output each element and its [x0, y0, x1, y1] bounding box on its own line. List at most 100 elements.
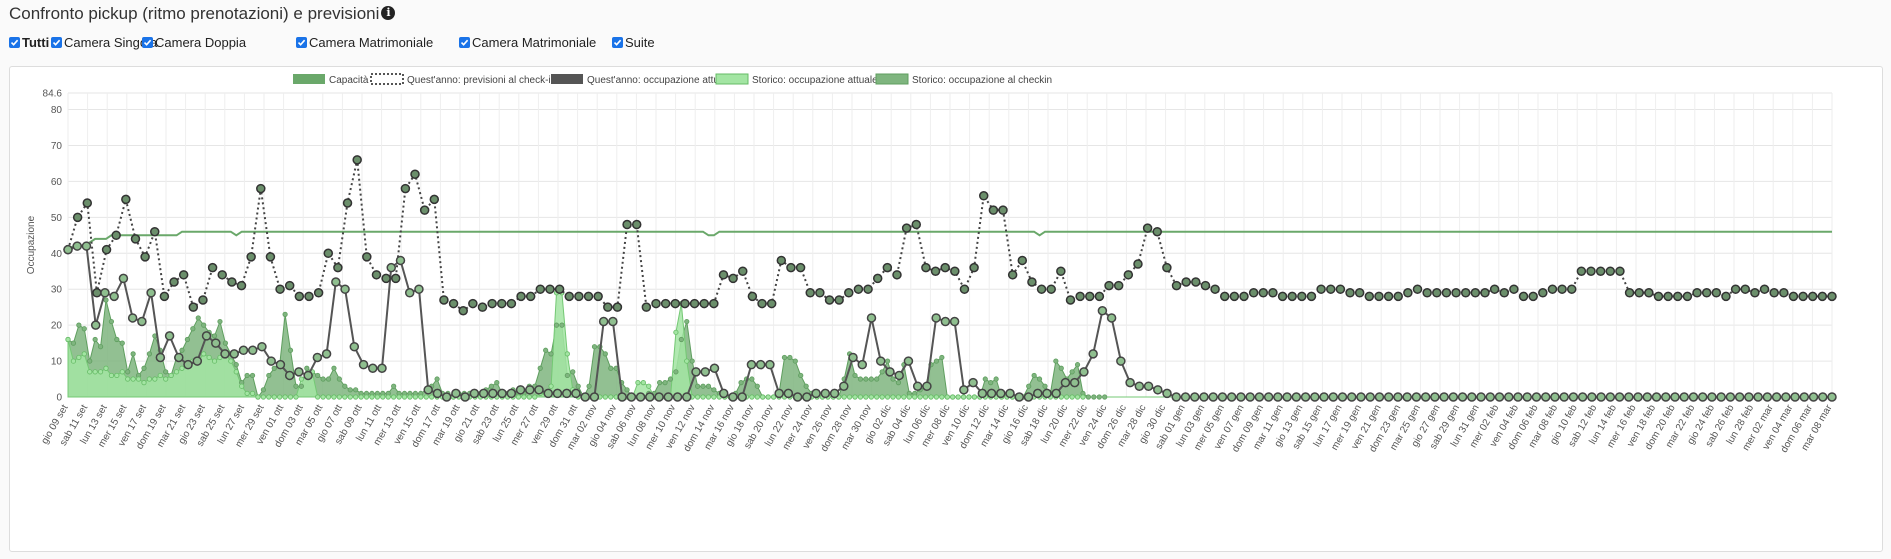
storico-attuale-point — [857, 394, 864, 400]
filter-camera-doppia[interactable]: Camera Doppia — [142, 35, 246, 50]
previsioni-point — [959, 284, 970, 294]
occupazione-point — [654, 392, 664, 402]
occupazione-point — [875, 356, 886, 366]
occupazione-point — [340, 284, 350, 294]
occupazione-point — [931, 313, 941, 323]
storico-attuale-point — [884, 394, 891, 400]
occupazione-point — [377, 363, 387, 374]
filter-camera-matrimoniale-2[interactable]: Camera Matrimoniale — [459, 35, 596, 50]
previsioni-point — [969, 262, 979, 273]
previsioni-point — [574, 291, 584, 302]
storico-checkin-point — [586, 383, 592, 389]
occupazione-point — [1587, 392, 1597, 402]
occupazione-point — [72, 241, 82, 251]
checkbox-suite[interactable] — [612, 37, 623, 48]
previsioni-point — [1740, 284, 1750, 294]
occupazione-point — [1180, 392, 1191, 402]
occupazione-point — [358, 359, 369, 370]
occupazione-point — [608, 316, 618, 327]
occupazione-point — [1023, 392, 1034, 402]
filter-suite[interactable]: Suite — [612, 35, 655, 50]
storico-checkin-point — [391, 383, 397, 389]
occupazione-point — [1199, 392, 1209, 402]
storico-checkin-point — [249, 372, 256, 379]
storico-attuale-point — [81, 351, 87, 357]
storico-attuale-point — [342, 394, 348, 400]
storico-checkin-point — [70, 340, 77, 346]
checkbox-camera-doppia[interactable] — [142, 37, 153, 48]
occupazione-point — [1263, 392, 1274, 402]
storico-checkin-point — [553, 322, 560, 328]
legend-label: Quest'anno: previsioni al check-in — [407, 75, 556, 86]
occupazione-point — [1032, 388, 1043, 399]
storico-attuale-point — [646, 383, 652, 389]
occupazione-point — [1790, 392, 1800, 402]
info-icon[interactable]: i — [381, 6, 396, 20]
occupazione-point — [894, 370, 904, 381]
previsioni-point — [1673, 291, 1683, 302]
storico-attuale-point — [76, 354, 82, 361]
previsioni-point — [535, 284, 546, 294]
storico-attuale-point — [135, 376, 142, 382]
storico-checkin-point — [97, 344, 104, 350]
previsioni-point — [371, 270, 382, 280]
previsioni-point — [1807, 291, 1818, 302]
previsioni-point — [294, 291, 305, 302]
occupazione-point — [1697, 392, 1708, 402]
storico-checkin-point — [130, 351, 136, 357]
storico-attuale-point — [770, 394, 777, 400]
storico-checkin-point — [125, 369, 131, 375]
occupazione-point — [192, 356, 203, 366]
checkbox-camera-singola[interactable] — [51, 37, 62, 48]
previsioni-point — [1528, 291, 1538, 302]
storico-checkin-point — [1026, 383, 1032, 389]
occupazione-point — [1171, 392, 1182, 402]
checkbox-camera-matrimoniale-2[interactable] — [459, 37, 470, 48]
checkbox-camera-matrimoniale-1[interactable] — [296, 37, 307, 48]
previsioni-point — [1287, 291, 1297, 302]
storico-attuale-point — [146, 376, 153, 382]
filter-tutti[interactable]: Tutti — [9, 35, 49, 50]
occupazione-point — [1300, 392, 1311, 402]
filter-camera-singola[interactable]: Camera Singola — [51, 35, 157, 50]
filter-camera-matrimoniale-1[interactable]: Camera Matrimoniale — [296, 35, 433, 50]
previsioni-point — [1663, 291, 1673, 302]
storico-checkin-point — [798, 372, 804, 379]
storico-attuale-point — [211, 358, 218, 364]
storico-checkin-point — [119, 340, 125, 346]
previsioni-point — [1653, 291, 1664, 302]
occupazione-point — [238, 345, 249, 356]
storico-checkin-point — [564, 372, 570, 379]
storico-checkin-point — [315, 372, 321, 379]
storico-checkin-point — [754, 383, 760, 389]
occupazione-point — [1596, 392, 1606, 402]
storico-checkin-point — [211, 333, 218, 339]
previsioni-point — [622, 219, 632, 230]
occupazione-point — [783, 388, 794, 399]
storico-checkin-point — [92, 336, 98, 343]
previsioni-point — [342, 198, 353, 208]
previsioni-point — [901, 223, 912, 233]
storico-attuale-point — [1069, 394, 1075, 400]
checkbox-tutti[interactable] — [9, 37, 20, 48]
filter-label: Camera Singola — [64, 35, 158, 50]
storico-checkin-point — [570, 369, 576, 375]
storico-checkin-point — [190, 326, 196, 332]
storico-checkin-point — [982, 376, 988, 382]
occupazione-point — [331, 277, 341, 287]
occupazione-point — [451, 388, 461, 399]
previsioni-point — [1075, 291, 1085, 302]
occupazione-point — [534, 385, 544, 395]
legend-swatch-storico-attuale — [715, 73, 749, 85]
occupazione-point — [1060, 377, 1071, 388]
occupazione-point — [857, 359, 868, 370]
occupazione-point — [1448, 392, 1459, 402]
y-tick-label: 84.6 — [43, 89, 63, 100]
previsioni-point — [227, 277, 237, 287]
storico-attuale-point — [157, 372, 163, 379]
storico-attuale-point — [249, 390, 256, 397]
storico-attuale-point — [287, 394, 294, 400]
previsioni-point — [1152, 226, 1162, 237]
previsioni-point — [333, 262, 343, 273]
occupazione-point — [691, 367, 701, 377]
